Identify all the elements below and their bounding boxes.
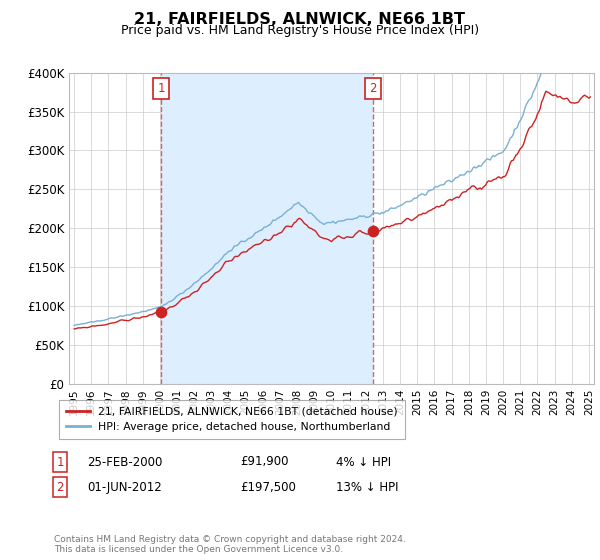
Text: 25-FEB-2000: 25-FEB-2000 [87,455,163,469]
Text: £91,900: £91,900 [240,455,289,469]
Text: Price paid vs. HM Land Registry's House Price Index (HPI): Price paid vs. HM Land Registry's House … [121,24,479,36]
Text: 21, FAIRFIELDS, ALNWICK, NE66 1BT: 21, FAIRFIELDS, ALNWICK, NE66 1BT [134,12,466,27]
Text: 2: 2 [369,82,377,95]
Text: 2: 2 [56,480,64,494]
Text: £197,500: £197,500 [240,480,296,494]
Point [368,226,378,235]
Bar [161,73,373,384]
Text: 1: 1 [56,455,64,469]
Text: Contains HM Land Registry data © Crown copyright and database right 2024.
This d: Contains HM Land Registry data © Crown c… [54,535,406,554]
Text: 1: 1 [158,82,165,95]
Text: 01-JUN-2012: 01-JUN-2012 [87,480,162,494]
Point [157,308,166,317]
Text: 4% ↓ HPI: 4% ↓ HPI [336,455,391,469]
Legend: 21, FAIRFIELDS, ALNWICK, NE66 1BT (detached house), HPI: Average price, detached: 21, FAIRFIELDS, ALNWICK, NE66 1BT (detac… [59,400,404,438]
Text: 13% ↓ HPI: 13% ↓ HPI [336,480,398,494]
